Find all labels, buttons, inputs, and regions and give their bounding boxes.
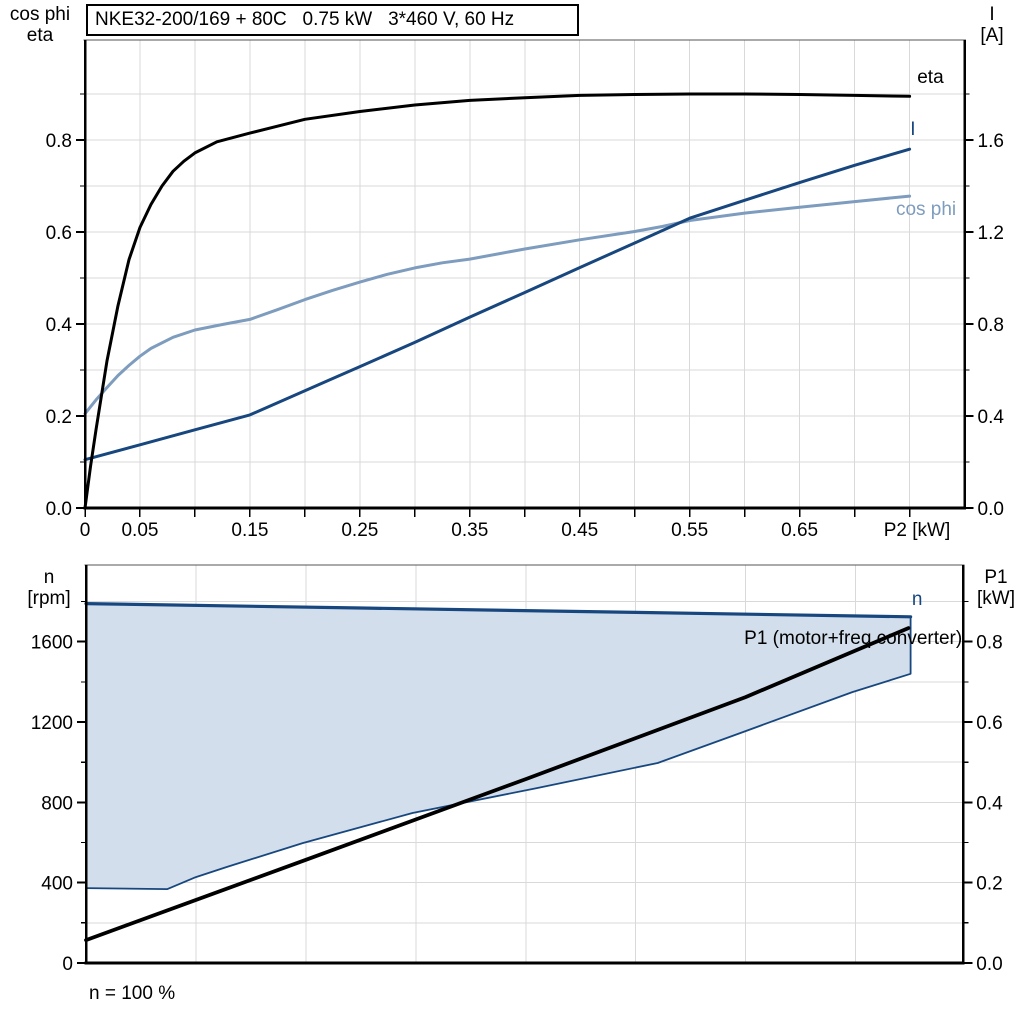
right-axis-tick-label: 0.4 [976, 793, 1003, 814]
curve-eta [83, 92, 912, 510]
bottom-left-axis-title: n [rpm] [16, 567, 82, 609]
top-left-axis-title: cos phi eta [4, 4, 76, 46]
right-axis-tick-label: 0.6 [976, 713, 1002, 734]
x-axis-label: P2 [kW] [883, 520, 951, 541]
right-axis-tick-label: 1.6 [978, 131, 1004, 152]
right-axis-tick-label: 0.8 [978, 315, 1004, 336]
x-axis-tick-label: 0.15 [231, 520, 268, 541]
speed-axis-title-line2: [rpm] [27, 588, 71, 609]
curve-label-n-range: n [912, 589, 923, 610]
footnote-n-100: n = 100 % [89, 983, 176, 1004]
left-axis-tick-label: 0.0 [46, 499, 72, 520]
bottom-right-axis-title: P1 [kW] [968, 567, 1024, 609]
left-axis-tick-label: 0.4 [46, 315, 73, 336]
right-axis-tick-label: 0.0 [978, 499, 1004, 520]
right-axis-tick-label: 0.4 [978, 407, 1005, 428]
right-axis-title-line2: [A] [980, 25, 1004, 46]
right-axis-tick-label: 0.8 [976, 633, 1002, 654]
left-axis-tick-label: 400 [41, 874, 73, 895]
curve-n-range-lower [85, 616, 912, 890]
left-axis-tick-label: 0.8 [46, 131, 72, 152]
right-axis-tick-label: 0.2 [976, 874, 1002, 895]
x-axis-tick-label: 0.05 [121, 520, 158, 541]
x-axis-tick-label: 0 [80, 520, 91, 541]
power-axis-title-line1: P1 [984, 567, 1008, 588]
x-axis-tick-label: 0.45 [561, 520, 598, 541]
curve-label-current: I [910, 119, 915, 140]
right-axis-tick-label: 0.0 [976, 954, 1002, 975]
top-right-axis-title: I [A] [963, 4, 1021, 46]
right-axis-tick-label: 1.2 [978, 223, 1004, 244]
left-axis-tick-label: 1600 [31, 633, 73, 654]
x-axis-tick-label: 0.25 [341, 520, 378, 541]
curve-label-cos-phi: cos phi [896, 199, 956, 220]
speed-axis-title-line1: n [43, 567, 55, 588]
left-axis-tick-label: 0.2 [46, 407, 72, 428]
curve-n-range-upper [84, 601, 913, 619]
curve-label-p1: P1 (motor+freq.converter) [744, 628, 962, 649]
curve-label-eta: eta [917, 67, 944, 88]
curve-p1 [84, 626, 911, 942]
right-axis-title-line1: I [989, 4, 995, 25]
left-axis-tick-label: 1200 [31, 713, 73, 734]
power-axis-title-line2: [kW] [977, 588, 1015, 609]
left-axis-title-line1: cos phi [9, 4, 71, 25]
x-axis-tick-label: 0.55 [671, 520, 708, 541]
area-n-range [86, 603, 911, 890]
x-axis-tick-label: 0.35 [451, 520, 488, 541]
curve-current [83, 147, 912, 462]
left-axis-title-line2: eta [26, 25, 54, 46]
left-axis-tick-label: 0 [62, 954, 73, 975]
x-axis-tick-label: 0.65 [781, 520, 818, 541]
left-axis-tick-label: 0.6 [46, 223, 72, 244]
chart-title: NKE32-200/169 + 80C 0.75 kW 3*460 V, 60 … [86, 4, 579, 36]
left-axis-tick-label: 800 [41, 793, 73, 814]
